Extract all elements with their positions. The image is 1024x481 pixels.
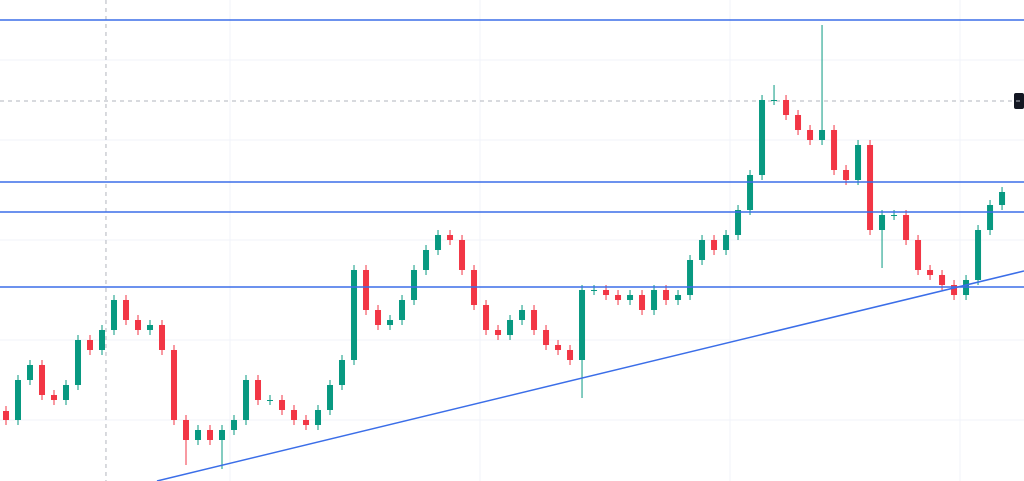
- candle-body: [831, 130, 838, 170]
- candle-body: [519, 310, 526, 320]
- candle-body: [51, 395, 58, 400]
- candle-body: [663, 290, 670, 300]
- candle-body: [615, 295, 622, 300]
- candle-body: [399, 300, 406, 320]
- candle-body: [363, 270, 370, 310]
- candle-body: [243, 380, 250, 420]
- candle-body: [747, 175, 754, 210]
- candle-body: [903, 215, 910, 240]
- candle-body: [495, 330, 502, 335]
- candle-body: [3, 411, 10, 420]
- candle-body: [351, 270, 358, 360]
- candle-body: [135, 320, 142, 330]
- candle-body: [327, 385, 334, 410]
- candle-body: [447, 235, 454, 240]
- candle-body: [927, 270, 934, 275]
- trend-line: [156, 270, 1024, 481]
- candle-body: [483, 305, 490, 330]
- candle-body: [603, 290, 610, 295]
- candle-body: [435, 235, 442, 250]
- candle-body: [411, 270, 418, 300]
- candle-body: [183, 420, 190, 440]
- candle-body: [687, 260, 694, 295]
- candle-body: [639, 295, 646, 310]
- candle-body: [39, 365, 46, 395]
- candle-body: [255, 380, 262, 400]
- candle-body: [987, 205, 994, 230]
- candle-body: [279, 400, 286, 410]
- candle-body: [195, 430, 202, 440]
- candle-body: [975, 230, 982, 280]
- candle-body: [699, 240, 706, 260]
- candle-body: [843, 170, 850, 180]
- candle-body: [531, 310, 538, 330]
- candle-body: [735, 210, 742, 235]
- candle-body: [795, 115, 802, 130]
- candle-body: [855, 145, 862, 180]
- candle-body: [555, 345, 562, 350]
- candle-body: [303, 420, 310, 425]
- candle-body: [879, 215, 886, 230]
- candle-body: [291, 410, 298, 420]
- candle-body: [579, 290, 586, 360]
- candle-body: [423, 250, 430, 270]
- candle-body: [627, 295, 634, 300]
- candle-body: [315, 410, 322, 425]
- candle-body: [171, 350, 178, 420]
- candle-body: [891, 215, 898, 216]
- candle-body: [819, 130, 826, 140]
- candle-body: [951, 285, 958, 295]
- candle-body: [867, 145, 874, 230]
- candle-body: [339, 360, 346, 385]
- candle-body: [783, 100, 790, 115]
- candle-body: [387, 320, 394, 325]
- candle-body: [915, 240, 922, 270]
- candle-body: [63, 385, 70, 400]
- candle-body: [723, 235, 730, 250]
- candle-body: [507, 320, 514, 335]
- candle-body: [147, 325, 154, 330]
- candle-body: [219, 430, 226, 440]
- candle-body: [999, 192, 1006, 205]
- candle-body: [111, 300, 118, 330]
- candle-body: [567, 350, 574, 360]
- candle-body: [267, 400, 274, 401]
- candle-body: [459, 240, 466, 270]
- candle-body: [771, 100, 778, 101]
- candle-body: [231, 420, 238, 430]
- candle-body: [207, 430, 214, 440]
- candle-body: [651, 290, 658, 310]
- candle-body: [87, 340, 94, 350]
- candle-body: [759, 100, 766, 175]
- candle-body: [591, 290, 598, 291]
- candle-body: [159, 325, 166, 350]
- candle-body: [99, 330, 106, 350]
- candle-body: [543, 330, 550, 345]
- candle-body: [15, 380, 22, 420]
- candle-body: [711, 240, 718, 250]
- candle-body: [675, 295, 682, 300]
- candle-body: [939, 275, 946, 285]
- candle-body: [375, 310, 382, 325]
- candle-body: [27, 365, 34, 380]
- candle-body: [123, 300, 130, 320]
- candle-body: [75, 340, 82, 385]
- candle-body: [807, 130, 814, 140]
